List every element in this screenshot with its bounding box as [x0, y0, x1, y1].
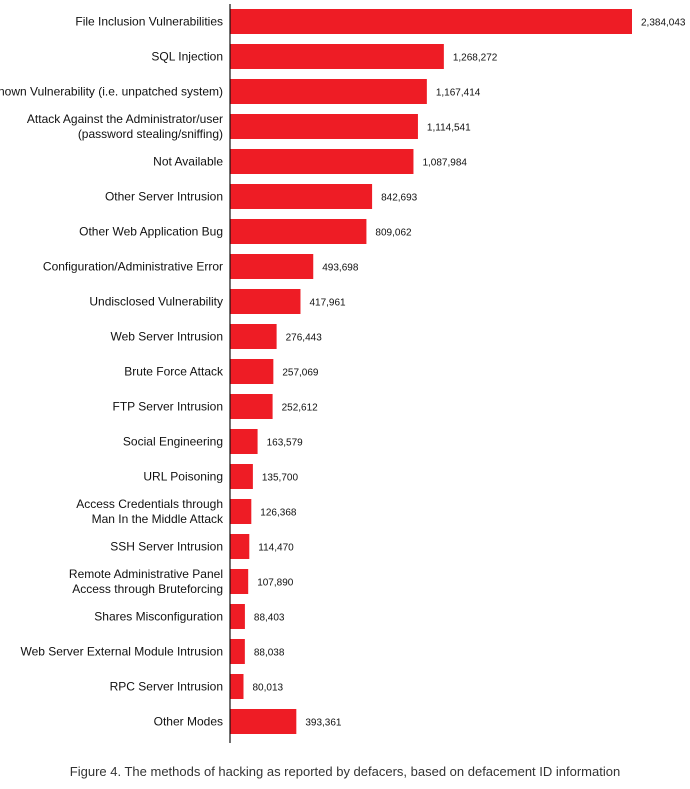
category-label-line: (password stealing/sniffing) [78, 127, 223, 141]
category-label-line: Attack Against the Administrator/user [27, 112, 223, 126]
category-label-line: Access through Bruteforcing [72, 582, 223, 596]
value-label-13: 135,700 [262, 473, 299, 484]
bar-6 [230, 219, 367, 244]
value-label-19: 80,013 [252, 683, 283, 694]
category-label-17: Shares Misconfiguration [94, 610, 223, 624]
value-label-5: 842,693 [381, 193, 418, 204]
value-label-1: 1,268,272 [453, 53, 498, 64]
category-label-20: Other Modes [154, 715, 223, 729]
value-label-4: 1,087,984 [422, 158, 467, 169]
bar-9 [230, 324, 277, 349]
category-label-18: Web Server External Module Intrusion [20, 645, 223, 659]
value-label-16: 107,890 [257, 578, 294, 589]
value-label-15: 114,470 [258, 543, 294, 554]
category-label-16: Remote Administrative Panel Access throug… [69, 567, 223, 596]
bar-4 [230, 149, 414, 174]
value-label-11: 252,612 [282, 403, 319, 414]
hacking-methods-bar-chart: File Inclusion Vulnerabilities SQL Inject… [0, 4, 686, 743]
category-label-7: Configuration/Administrative Error [43, 260, 223, 274]
category-label-10: Brute Force Attack [124, 365, 224, 379]
bar-13 [230, 464, 253, 489]
value-label-7: 493,698 [322, 263, 359, 274]
category-label-line: Other Web Application Bug [79, 225, 223, 239]
bar-20 [230, 709, 297, 734]
value-label-9: 276,443 [286, 333, 323, 344]
value-label-20: 393,361 [305, 718, 342, 729]
category-label-8: Undisclosed Vulnerability [89, 295, 223, 309]
category-label-line: File Inclusion Vulnerabilities [75, 15, 223, 29]
category-label-line: Other Server Intrusion [105, 190, 223, 204]
category-label-line: Known Vulnerability (i.e. unpatched syst… [0, 85, 223, 99]
category-label-line: Web Server External Module Intrusion [20, 645, 223, 659]
bar-8 [230, 289, 301, 314]
value-label-14: 126,368 [260, 508, 297, 519]
bar-18 [230, 639, 245, 664]
category-labels-group: File Inclusion Vulnerabilities SQL Inject… [0, 15, 224, 729]
category-label-line: SQL Injection [151, 50, 223, 64]
category-label-2: Known Vulnerability (i.e. unpatched syst… [0, 85, 223, 99]
value-label-10: 257,069 [282, 368, 319, 379]
category-label-line: RPC Server Intrusion [110, 680, 223, 694]
bar-2 [230, 79, 427, 104]
category-label-line: Not Available [153, 155, 223, 169]
bar-15 [230, 534, 250, 559]
category-label-15: SSH Server Intrusion [110, 540, 223, 554]
bar-19 [230, 674, 244, 699]
category-label-line: Brute Force Attack [124, 365, 224, 379]
category-label-line: Other Modes [154, 715, 223, 729]
bar-10 [230, 359, 274, 384]
category-label-6: Other Web Application Bug [79, 225, 223, 239]
category-label-3: Attack Against the Administrator/user (pa… [27, 112, 223, 141]
category-label-1: SQL Injection [151, 50, 223, 64]
bars-group [230, 9, 632, 734]
category-label-0: File Inclusion Vulnerabilities [75, 15, 223, 29]
category-label-line: FTP Server Intrusion [113, 400, 223, 414]
category-label-5: Other Server Intrusion [105, 190, 223, 204]
category-label-11: FTP Server Intrusion [113, 400, 223, 414]
bar-17 [230, 604, 245, 629]
figure-caption: Figure 4. The methods of hacking as repo… [69, 764, 621, 779]
category-label-line: Shares Misconfiguration [94, 610, 223, 624]
bar-14 [230, 499, 252, 524]
category-label-line: URL Poisoning [143, 470, 223, 484]
bar-1 [230, 44, 444, 69]
value-labels-group: 2,384,043 1,268,272 1,167,414 1,114,541 1,08… [252, 18, 685, 729]
bar-11 [230, 394, 273, 419]
value-label-3: 1,114,541 [427, 123, 471, 134]
category-label-line: Undisclosed Vulnerability [89, 295, 223, 309]
category-label-line: Remote Administrative Panel [69, 567, 223, 581]
category-label-9: Web Server Intrusion [111, 330, 224, 344]
bar-0 [230, 9, 632, 34]
category-label-line: Access Credentials through [76, 497, 223, 511]
category-label-line: SSH Server Intrusion [110, 540, 223, 554]
bar-3 [230, 114, 418, 139]
value-label-12: 163,579 [267, 438, 304, 449]
category-label-19: RPC Server Intrusion [110, 680, 223, 694]
value-label-18: 88,038 [254, 648, 285, 659]
category-label-line: Social Engineering [123, 435, 223, 449]
value-label-2: 1,167,414 [436, 88, 481, 99]
bar-16 [230, 569, 249, 594]
value-label-17: 88,403 [254, 613, 285, 624]
category-label-12: Social Engineering [123, 435, 223, 449]
category-label-13: URL Poisoning [143, 470, 223, 484]
category-label-line: Configuration/Administrative Error [43, 260, 223, 274]
value-label-0: 2,384,043 [641, 18, 686, 29]
value-label-6: 809,062 [375, 228, 412, 239]
category-label-14: Access Credentials through Man In the Mid… [76, 497, 224, 526]
bar-7 [230, 254, 314, 279]
category-label-4: Not Available [153, 155, 223, 169]
bar-5 [230, 184, 373, 209]
category-label-line: Web Server Intrusion [111, 330, 224, 344]
value-label-8: 417,961 [309, 298, 346, 309]
category-label-line: Man In the Middle Attack [92, 512, 224, 526]
bar-12 [230, 429, 258, 454]
